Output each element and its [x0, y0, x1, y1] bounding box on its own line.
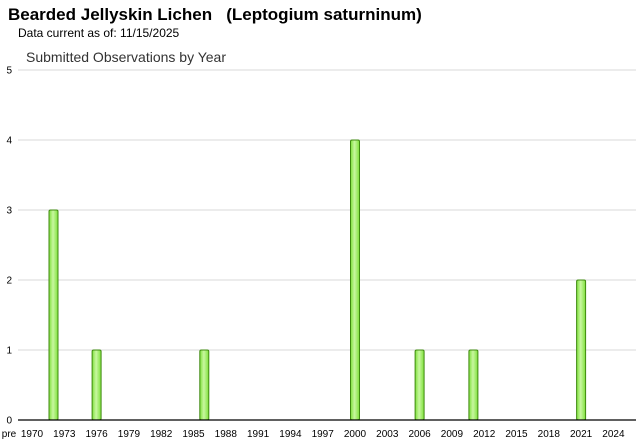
x-tick-label: 1973: [53, 429, 76, 440]
x-tick-label: 1988: [215, 429, 238, 440]
bar-1976: [91, 349, 102, 421]
x-tick-label: 1997: [312, 429, 335, 440]
y-tick-label: 5: [6, 66, 12, 77]
x-tick-label: pre: [2, 429, 17, 440]
y-tick-label: 2: [6, 276, 12, 287]
x-tick-label: 2024: [602, 429, 625, 440]
page-title: Bearded Jellyskin Lichen (Leptogium satu…: [8, 5, 422, 24]
bar-2006: [414, 349, 425, 421]
y-tick-label: 1: [6, 346, 12, 357]
y-tick-label: 3: [6, 206, 12, 217]
chart-title: Submitted Observations by Year: [26, 49, 226, 65]
x-tick-label: 2021: [570, 429, 593, 440]
x-tick-label: 1994: [279, 429, 302, 440]
bar-2000: [350, 139, 360, 421]
x-tick-label: 2006: [408, 429, 431, 440]
x-tick-label: 2003: [376, 429, 399, 440]
y-tick-label: 4: [6, 136, 12, 147]
bar-2011: [468, 349, 479, 421]
x-tick-label: 1970: [21, 429, 44, 440]
x-tick-label: 1976: [85, 429, 108, 440]
x-tick-label: 2018: [538, 429, 561, 440]
x-tick-label: 1991: [247, 429, 270, 440]
x-tick-label: 2000: [344, 429, 367, 440]
y-tick-label: 0: [6, 416, 12, 427]
x-tick-label: 2012: [473, 429, 496, 440]
x-tick-label: 1982: [150, 429, 173, 440]
x-tick-label: 1979: [118, 429, 141, 440]
x-tick-label: 1985: [182, 429, 205, 440]
bar-1972: [48, 209, 59, 421]
x-tick-label: 2009: [441, 429, 464, 440]
data-current-date: Data current as of: 11/15/2025: [18, 26, 180, 40]
x-tick-label: 2015: [505, 429, 528, 440]
bar-1986: [199, 349, 210, 421]
bar-2021: [576, 279, 587, 421]
